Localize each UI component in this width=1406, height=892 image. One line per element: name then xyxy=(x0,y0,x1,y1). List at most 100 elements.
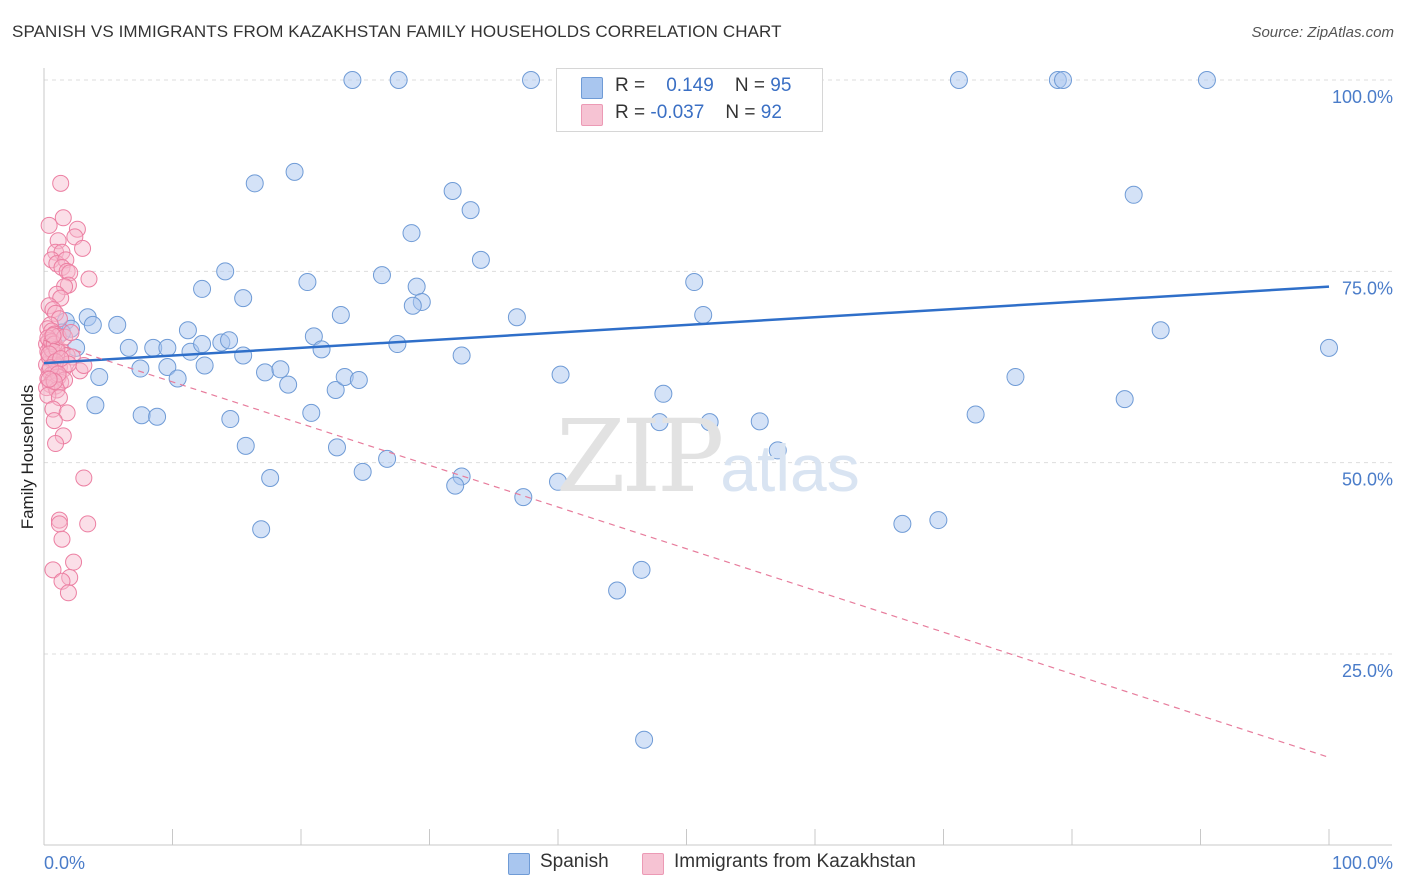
point-spanish[interactable] xyxy=(402,224,421,243)
point-kazakhstan[interactable] xyxy=(49,365,67,383)
point-spanish[interactable] xyxy=(471,250,490,269)
point-kazakhstan[interactable] xyxy=(40,216,58,234)
point-spanish[interactable] xyxy=(1124,185,1143,204)
point-kazakhstan[interactable] xyxy=(61,568,79,586)
point-spanish[interactable] xyxy=(131,359,150,378)
point-spanish[interactable] xyxy=(193,279,212,298)
point-spanish[interactable] xyxy=(452,346,471,365)
point-spanish[interactable] xyxy=(271,360,290,379)
point-spanish[interactable] xyxy=(522,71,541,89)
point-spanish[interactable] xyxy=(331,305,350,324)
point-spanish[interactable] xyxy=(195,356,214,375)
point-spanish[interactable] xyxy=(148,407,167,426)
point-kazakhstan[interactable] xyxy=(47,435,65,453)
point-spanish[interactable] xyxy=(635,730,654,749)
point-spanish[interactable] xyxy=(654,384,673,403)
point-spanish[interactable] xyxy=(83,315,102,334)
point-kazakhstan[interactable] xyxy=(50,310,68,328)
point-spanish[interactable] xyxy=(1197,71,1216,89)
bottom-legend-swatch-kazakhstan xyxy=(642,853,664,875)
point-spanish[interactable] xyxy=(349,371,368,390)
point-spanish[interactable] xyxy=(1006,367,1025,386)
point-spanish[interactable] xyxy=(700,413,719,432)
point-kazakhstan[interactable] xyxy=(44,561,62,579)
point-spanish[interactable] xyxy=(234,346,253,365)
point-spanish[interactable] xyxy=(326,380,345,399)
point-spanish[interactable] xyxy=(90,367,109,386)
point-spanish[interactable] xyxy=(216,262,235,281)
point-kazakhstan[interactable] xyxy=(80,270,98,288)
point-spanish[interactable] xyxy=(298,273,317,292)
point-kazakhstan[interactable] xyxy=(50,511,68,529)
point-kazakhstan[interactable] xyxy=(45,412,63,430)
point-spanish[interactable] xyxy=(158,358,177,376)
point-spanish[interactable] xyxy=(443,181,462,200)
point-kazakhstan[interactable] xyxy=(79,515,97,533)
point-spanish[interactable] xyxy=(353,462,372,481)
point-spanish[interactable] xyxy=(1054,71,1073,89)
point-kazakhstan[interactable] xyxy=(53,530,71,548)
point-spanish[interactable] xyxy=(312,340,331,359)
point-spanish[interactable] xyxy=(193,335,212,354)
point-spanish[interactable] xyxy=(178,321,197,340)
point-spanish[interactable] xyxy=(245,174,264,193)
point-spanish[interactable] xyxy=(388,335,407,354)
point-spanish[interactable] xyxy=(632,560,651,579)
point-spanish[interactable] xyxy=(461,201,480,220)
point-kazakhstan[interactable] xyxy=(74,239,92,257)
point-spanish[interactable] xyxy=(302,403,321,422)
point-spanish[interactable] xyxy=(372,266,391,285)
point-spanish[interactable] xyxy=(694,305,713,324)
point-kazakhstan[interactable] xyxy=(52,174,70,192)
point-spanish[interactable] xyxy=(221,410,240,429)
point-spanish[interactable] xyxy=(158,338,177,357)
point-spanish[interactable] xyxy=(403,296,422,315)
point-spanish[interactable] xyxy=(551,365,570,384)
point-spanish[interactable] xyxy=(1151,321,1170,340)
point-kazakhstan[interactable] xyxy=(58,404,76,422)
point-spanish[interactable] xyxy=(549,472,567,491)
point-kazakhstan[interactable] xyxy=(54,209,72,227)
point-spanish[interactable] xyxy=(236,436,255,455)
point-spanish[interactable] xyxy=(327,438,346,457)
point-spanish[interactable] xyxy=(929,511,948,530)
point-spanish[interactable] xyxy=(132,406,151,425)
point-spanish[interactable] xyxy=(893,514,912,533)
point-kazakhstan[interactable] xyxy=(40,370,58,388)
point-spanish[interactable] xyxy=(750,412,769,431)
point-spanish[interactable] xyxy=(220,331,239,350)
point-kazakhstan[interactable] xyxy=(75,469,93,487)
point-spanish[interactable] xyxy=(261,468,280,487)
point-spanish[interactable] xyxy=(285,162,304,181)
point-spanish[interactable] xyxy=(514,488,533,507)
point-spanish[interactable] xyxy=(507,308,526,327)
point-spanish[interactable] xyxy=(407,277,426,296)
point-spanish[interactable] xyxy=(608,581,627,600)
chart-source[interactable]: Source: ZipAtlas.com xyxy=(1251,24,1394,41)
point-spanish[interactable] xyxy=(86,396,105,415)
point-spanish[interactable] xyxy=(949,71,968,89)
point-spanish[interactable] xyxy=(168,369,187,388)
point-spanish[interactable] xyxy=(1115,390,1134,409)
point-spanish[interactable] xyxy=(1320,338,1338,357)
point-spanish[interactable] xyxy=(252,520,271,539)
point-spanish[interactable] xyxy=(279,375,298,394)
point-spanish[interactable] xyxy=(446,476,465,495)
point-kazakhstan[interactable] xyxy=(62,324,80,342)
point-spanish[interactable] xyxy=(119,338,138,357)
point-spanish[interactable] xyxy=(108,315,127,334)
point-kazakhstan[interactable] xyxy=(65,553,83,571)
point-spanish[interactable] xyxy=(768,441,787,460)
point-spanish[interactable] xyxy=(256,363,275,382)
point-spanish[interactable] xyxy=(389,71,408,89)
point-kazakhstan[interactable] xyxy=(59,584,77,602)
point-spanish[interactable] xyxy=(378,449,397,468)
point-kazakhstan[interactable] xyxy=(44,327,62,345)
point-kazakhstan[interactable] xyxy=(50,515,68,533)
point-spanish[interactable] xyxy=(685,273,704,292)
point-spanish[interactable] xyxy=(343,71,362,89)
point-spanish[interactable] xyxy=(650,413,669,432)
point-spanish[interactable] xyxy=(966,405,985,424)
point-spanish[interactable] xyxy=(234,289,253,308)
bottom-legend-label-spanish: Spanish xyxy=(540,851,609,872)
